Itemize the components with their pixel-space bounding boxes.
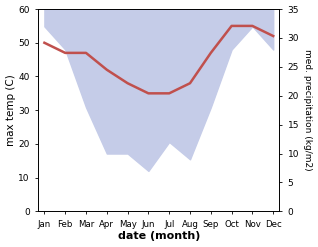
Y-axis label: max temp (C): max temp (C) (5, 74, 16, 146)
Y-axis label: med. precipitation (kg/m2): med. precipitation (kg/m2) (303, 49, 313, 171)
X-axis label: date (month): date (month) (118, 231, 200, 242)
